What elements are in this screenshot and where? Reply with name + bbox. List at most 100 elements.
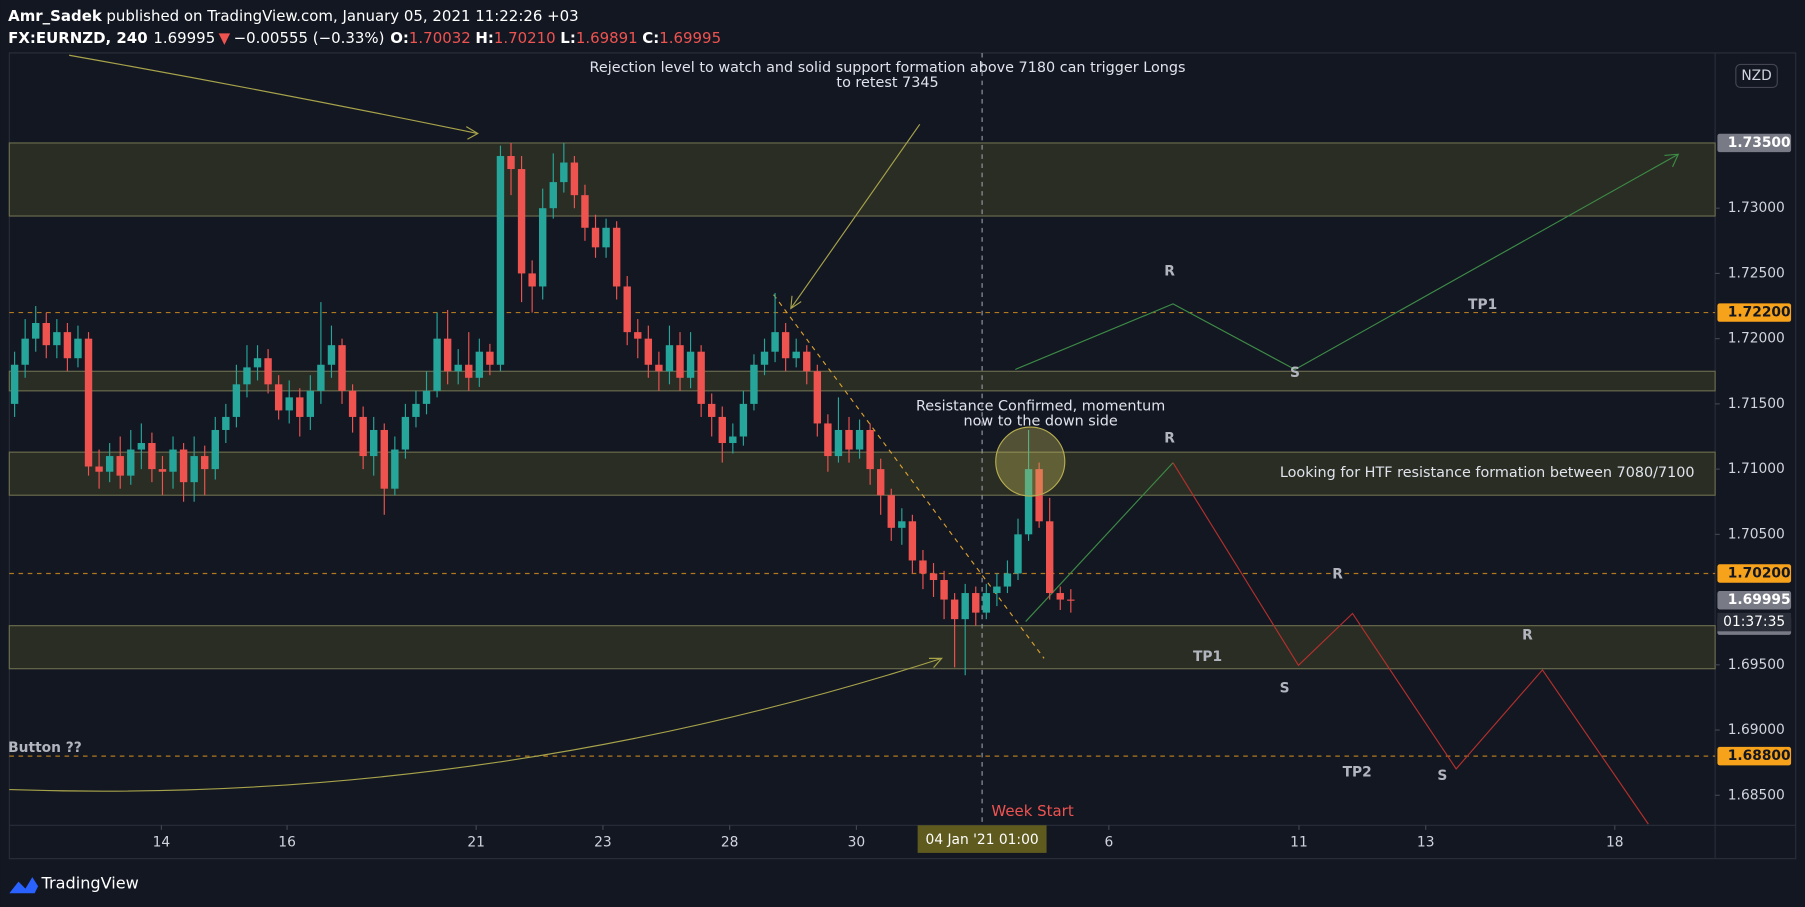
note: Button ?? [8, 740, 82, 756]
candle-body [760, 351, 769, 365]
wave-label: TP2 [1343, 764, 1372, 780]
candle-body [370, 429, 378, 457]
logo-icon [9, 877, 39, 894]
candle-body [179, 449, 188, 483]
candle-body [158, 469, 167, 472]
candle-body [465, 364, 473, 378]
candle-body [274, 384, 283, 411]
candle-body [116, 456, 124, 476]
candle-body [771, 332, 779, 352]
candle-body [950, 599, 959, 620]
candle-body [211, 429, 219, 470]
candle-body [285, 397, 293, 411]
candle-body [898, 521, 906, 528]
x-tick-label: 28 [721, 835, 739, 851]
price-label-box [1717, 746, 1792, 766]
candle-body [686, 351, 695, 378]
candle-body [665, 345, 674, 372]
candle-body [845, 429, 853, 450]
candle-body [549, 182, 557, 209]
candle-body [507, 156, 515, 170]
price-label-box [1717, 133, 1792, 153]
candle-body [697, 351, 705, 404]
curved-arrow [9, 657, 942, 792]
candle-body [32, 323, 40, 339]
candle-body [612, 227, 621, 287]
candle-body [961, 593, 969, 620]
candle-body [644, 338, 653, 365]
candle-body [517, 169, 526, 274]
candle-body [21, 338, 29, 365]
arrow-head [1664, 153, 1680, 168]
candle-body [95, 466, 103, 472]
candle-body [327, 345, 336, 365]
candle-body [148, 443, 156, 470]
x-tick-label: 6 [1104, 835, 1113, 851]
candle-body [454, 364, 462, 372]
candle-body [834, 429, 843, 457]
note: to retest 7345 [836, 75, 938, 91]
ohlc-key: H: [475, 28, 493, 46]
candle-body [1024, 469, 1033, 535]
y-tick-label: 1.71000 [1728, 461, 1785, 477]
ohlc-value: 1.69995 [659, 28, 721, 46]
note: Looking for HTF resistance formation bet… [1280, 465, 1695, 481]
candle-body [412, 403, 420, 417]
ohlc-value: 1.70210 [494, 28, 556, 46]
header-line-2: FX:EURNZD, 240 1.69995 ▼ −0.00555 (−0.33%) O… [8, 28, 721, 46]
candle-body [380, 429, 388, 489]
candle-body [137, 443, 146, 450]
candle-body [10, 364, 19, 404]
candle-body [1056, 593, 1064, 600]
candle-body [792, 351, 800, 359]
candle-body [1003, 573, 1012, 587]
crosshair-box [917, 825, 1047, 853]
symbol: FX:EURNZD, 240 [8, 28, 147, 46]
candle-body [729, 436, 737, 444]
price-label: 1.73500 [1728, 135, 1791, 151]
zone [8, 625, 1716, 670]
published: published on TradingView.com, January 05… [106, 7, 578, 25]
candle-body [105, 456, 114, 472]
currency-badge[interactable] [1735, 63, 1778, 89]
candle-body [1014, 534, 1022, 574]
candle-body [317, 364, 325, 391]
candle-body [908, 521, 917, 561]
candle-body [433, 338, 441, 391]
candle-body [243, 367, 251, 385]
candle-body [496, 156, 505, 365]
wave-label: R [1522, 627, 1533, 643]
candle-body [718, 416, 726, 444]
ohlc-key: O: [390, 28, 409, 46]
candle-body [306, 390, 315, 417]
change-arrow: ▼ [219, 28, 231, 46]
candle-body [84, 338, 93, 467]
candle-body [919, 560, 927, 574]
candle-body [824, 423, 832, 457]
candle-body [127, 449, 135, 476]
week-start: Week Start [991, 802, 1073, 820]
pointer-arrow [790, 123, 921, 309]
crosshair-label: 04 Jan '21 01:00 [926, 832, 1039, 848]
wave-label: TP1 [1193, 649, 1222, 665]
arrow-head [465, 126, 479, 140]
wave-label: R [1332, 566, 1343, 582]
candle-body [1067, 599, 1075, 601]
y-tick-label: 1.68500 [1728, 787, 1785, 803]
x-tick-label: 21 [467, 835, 485, 851]
x-tick-label: 30 [848, 835, 866, 851]
candle-body [348, 390, 357, 417]
note: Resistance Confirmed, momentum [916, 398, 1165, 414]
y-tick-label: 1.73000 [1728, 200, 1785, 216]
wave-label: R [1164, 431, 1175, 447]
candle-body [486, 351, 494, 365]
candle-body [739, 403, 748, 437]
price-label: 1.72200 [1728, 305, 1791, 321]
candle-body [708, 403, 716, 417]
y-tick-label: 1.72500 [1728, 265, 1785, 281]
price-label: 1.70200 [1728, 565, 1791, 581]
candle-body [528, 273, 536, 287]
price-label: 1.69995 [1728, 592, 1791, 608]
